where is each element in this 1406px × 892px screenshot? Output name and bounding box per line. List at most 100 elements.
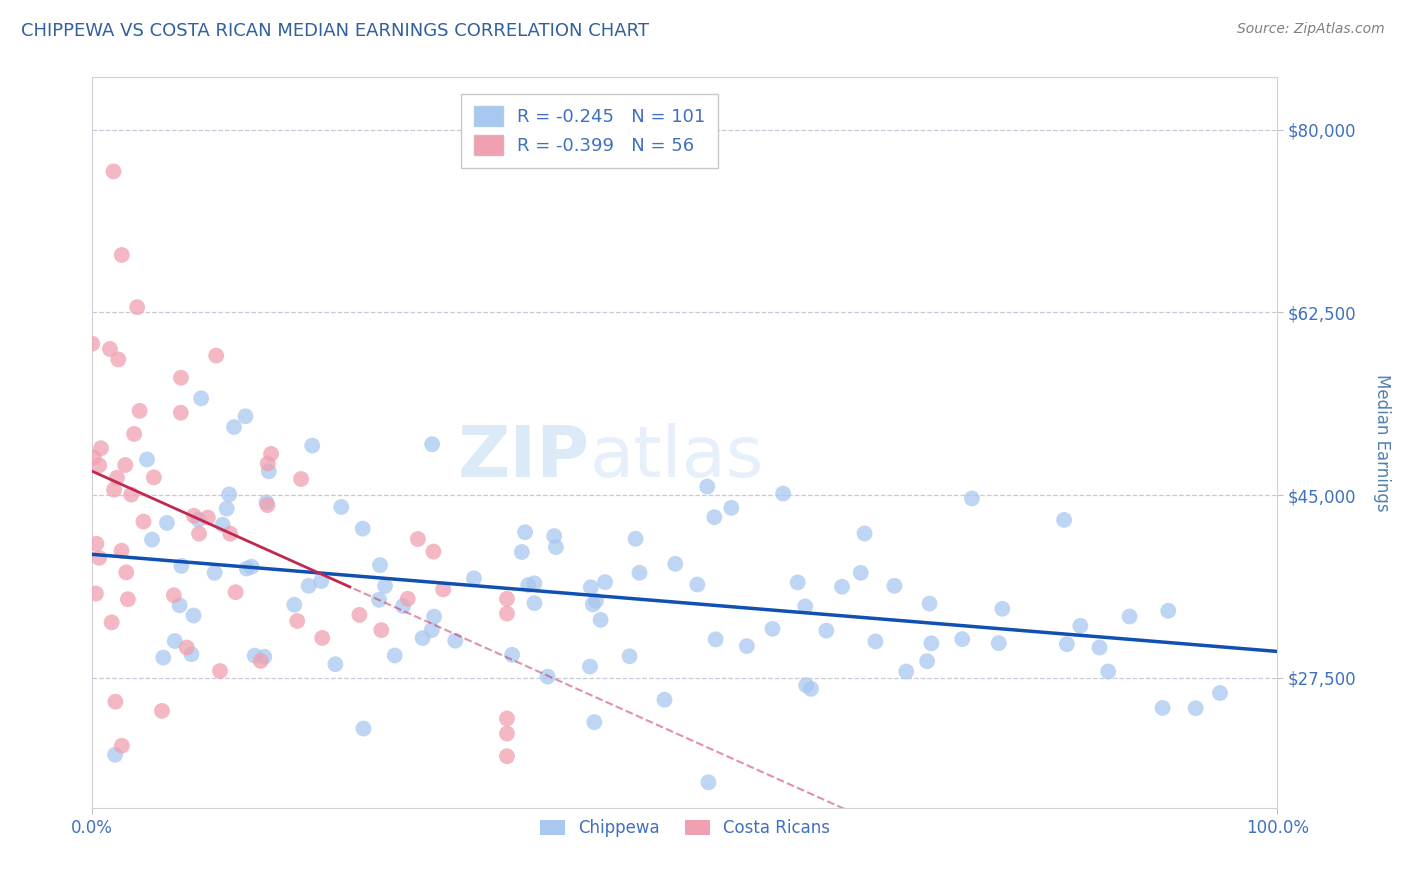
Point bbox=[420, 623, 443, 637]
Point bbox=[205, 349, 228, 363]
Point bbox=[794, 599, 817, 614]
Point bbox=[496, 726, 519, 740]
Point bbox=[105, 471, 128, 485]
Point bbox=[150, 704, 173, 718]
Point bbox=[103, 483, 125, 497]
Point bbox=[114, 458, 136, 472]
Point bbox=[579, 659, 602, 673]
Point bbox=[960, 491, 983, 506]
Point bbox=[582, 598, 605, 612]
Point bbox=[256, 457, 278, 471]
Point bbox=[190, 392, 212, 406]
Point bbox=[392, 599, 415, 613]
Text: CHIPPEWA VS COSTA RICAN MEDIAN EARNINGS CORRELATION CHART: CHIPPEWA VS COSTA RICAN MEDIAN EARNINGS … bbox=[21, 22, 650, 40]
Point bbox=[543, 529, 565, 543]
Point bbox=[183, 508, 205, 523]
Point bbox=[374, 579, 396, 593]
Point bbox=[918, 597, 941, 611]
Point bbox=[170, 558, 193, 573]
Point bbox=[815, 624, 838, 638]
Point bbox=[987, 636, 1010, 650]
Point bbox=[349, 607, 371, 622]
Point bbox=[396, 591, 419, 606]
Point bbox=[211, 517, 233, 532]
Point bbox=[98, 342, 121, 356]
Point bbox=[920, 636, 942, 650]
Point bbox=[90, 441, 112, 455]
Point bbox=[1118, 609, 1140, 624]
Point bbox=[87, 550, 110, 565]
Point bbox=[384, 648, 406, 663]
Point bbox=[544, 540, 567, 554]
Point bbox=[624, 532, 647, 546]
Point bbox=[772, 486, 794, 500]
Point bbox=[697, 775, 720, 789]
Point bbox=[583, 715, 606, 730]
Point bbox=[204, 566, 226, 580]
Point bbox=[111, 248, 134, 262]
Point bbox=[1184, 701, 1206, 715]
Point bbox=[104, 695, 127, 709]
Point bbox=[720, 500, 742, 515]
Point bbox=[536, 670, 558, 684]
Point bbox=[240, 559, 263, 574]
Point bbox=[311, 574, 333, 588]
Point bbox=[991, 602, 1014, 616]
Point bbox=[253, 649, 276, 664]
Point bbox=[163, 588, 186, 602]
Point bbox=[352, 522, 374, 536]
Point bbox=[236, 561, 259, 575]
Point bbox=[136, 452, 159, 467]
Point bbox=[110, 543, 132, 558]
Point bbox=[523, 596, 546, 610]
Y-axis label: Median Earnings: Median Earnings bbox=[1374, 374, 1391, 512]
Point bbox=[208, 664, 231, 678]
Point bbox=[254, 495, 277, 509]
Point bbox=[368, 558, 391, 573]
Point bbox=[127, 300, 149, 314]
Point bbox=[412, 631, 434, 645]
Point bbox=[422, 544, 444, 558]
Point bbox=[83, 450, 105, 465]
Point bbox=[800, 681, 823, 696]
Point bbox=[353, 722, 375, 736]
Point bbox=[235, 409, 257, 424]
Point bbox=[260, 447, 283, 461]
Point bbox=[218, 487, 240, 501]
Point bbox=[513, 525, 536, 540]
Point bbox=[1088, 640, 1111, 655]
Point bbox=[420, 437, 443, 451]
Point bbox=[111, 739, 134, 753]
Point bbox=[423, 609, 446, 624]
Point bbox=[786, 575, 808, 590]
Point bbox=[117, 592, 139, 607]
Point bbox=[444, 633, 467, 648]
Point bbox=[285, 614, 308, 628]
Point bbox=[664, 557, 686, 571]
Legend: Chippewa, Costa Ricans: Chippewa, Costa Ricans bbox=[533, 813, 837, 844]
Point bbox=[865, 634, 887, 648]
Point bbox=[107, 352, 129, 367]
Point bbox=[619, 649, 641, 664]
Point bbox=[585, 593, 607, 607]
Point bbox=[654, 692, 676, 706]
Point bbox=[406, 532, 429, 546]
Point bbox=[298, 579, 321, 593]
Point bbox=[1097, 665, 1119, 679]
Point bbox=[290, 472, 312, 486]
Point bbox=[225, 585, 247, 599]
Point bbox=[517, 578, 540, 592]
Point bbox=[686, 577, 709, 591]
Point bbox=[301, 439, 323, 453]
Point bbox=[222, 420, 245, 434]
Point bbox=[1157, 604, 1180, 618]
Point bbox=[883, 579, 905, 593]
Point bbox=[180, 647, 202, 661]
Point bbox=[735, 639, 758, 653]
Point bbox=[115, 566, 138, 580]
Point bbox=[703, 510, 725, 524]
Point bbox=[132, 515, 155, 529]
Point bbox=[82, 336, 104, 351]
Point bbox=[896, 665, 918, 679]
Point bbox=[170, 406, 193, 420]
